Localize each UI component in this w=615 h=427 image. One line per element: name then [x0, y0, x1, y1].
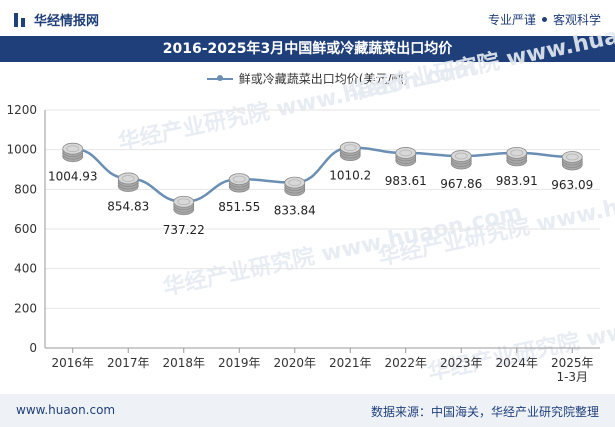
y-tick-label: 1200: [6, 103, 37, 117]
coin-rim: [343, 144, 357, 152]
brand-name: 华经情报网: [34, 14, 100, 29]
coin-layer: [284, 176, 306, 189]
coin-layer: [62, 142, 84, 155]
coin-layer: [173, 195, 195, 208]
coin-rim: [121, 175, 135, 182]
x-tick-label: 1-3月: [556, 370, 588, 384]
data-label: 983.61: [385, 174, 427, 188]
y-tick-label: 400: [14, 262, 37, 276]
coin-layer: [395, 147, 417, 159]
data-label: 851.55: [218, 200, 260, 214]
chart-legend: 鲜或冷藏蔬菜出口均价(美元/吨): [0, 70, 615, 87]
coin-rim: [454, 152, 468, 160]
data-label: 967.86: [440, 177, 482, 191]
y-tick-label: 1000: [6, 143, 37, 157]
bullet-icon: [541, 17, 547, 22]
y-tick-label: 800: [14, 182, 37, 196]
legend-line-icon: [206, 74, 233, 81]
tagline-objective: 客观科学: [552, 13, 601, 27]
coin-rim: [510, 149, 524, 157]
data-label: 1010.2: [329, 169, 371, 183]
data-point: [395, 147, 417, 167]
y-tick-label: 200: [14, 301, 37, 315]
tagline-professional: 专业严谨: [487, 13, 536, 27]
data-point: [561, 151, 583, 171]
logo[interactable]: 华经情报网: [14, 10, 99, 29]
data-label: 737.22: [163, 223, 205, 237]
coin-layer: [339, 141, 361, 154]
data-point: [506, 146, 528, 167]
coin-layer: [506, 146, 528, 159]
coin-rim: [565, 153, 579, 161]
series-line: [72, 146, 573, 204]
x-tick-label: 2024年: [495, 356, 538, 370]
coin-rim: [288, 179, 302, 187]
data-point: [173, 195, 195, 216]
data-label: 963.09: [551, 178, 593, 192]
data-point: [339, 141, 361, 162]
y-tick-label: 0: [29, 341, 37, 355]
tagline: 专业严谨 客观科学: [488, 11, 601, 28]
coin-rim: [399, 149, 413, 157]
coin-rim: [177, 198, 191, 206]
chart-title: 2016-2025年3月中国鲜或冷藏蔬菜出口均价: [0, 36, 615, 62]
coin-layer: [228, 173, 250, 186]
data-label: 854.83: [107, 199, 149, 213]
x-tick-label: 2018年: [162, 356, 205, 370]
data-label: 833.84: [274, 204, 316, 218]
watermark-text: 华经产业研究院 www.huaon.com: [346, 4, 615, 106]
data-point: [62, 142, 84, 163]
x-tick-label: 2021年: [329, 356, 372, 370]
footer-url[interactable]: www.huaon.com: [16, 403, 116, 417]
data-label: 983.91: [496, 174, 538, 188]
data-point: [117, 172, 139, 192]
data-label: 1004.93: [48, 170, 98, 184]
data-point: [228, 173, 250, 193]
data-point: [284, 176, 306, 197]
coin-rim: [66, 145, 80, 153]
coin-rim: [232, 175, 246, 183]
legend-label: 鲜或冷藏蔬菜出口均价(美元/吨): [238, 72, 409, 86]
data-source: 数据来源：中国海关，华经产业研究院整理: [370, 405, 599, 419]
x-tick-label: 2022年: [384, 356, 427, 370]
x-tick-label: 2025年: [551, 356, 594, 370]
data-point: [450, 150, 472, 170]
coin-layer: [117, 172, 139, 185]
coin-layer: [450, 150, 472, 162]
x-tick-label: 2019年: [218, 356, 261, 370]
coin-layer: [561, 151, 583, 163]
x-tick-label: 2020年: [273, 356, 316, 370]
x-tick-label: 2023年: [440, 356, 483, 370]
y-tick-label: 600: [14, 222, 37, 236]
logo-icon: [14, 12, 28, 27]
x-tick-label: 2017年: [107, 356, 150, 370]
footer: www.huaon.com 数据来源：中国海关，华经产业研究院整理: [0, 394, 615, 427]
x-tick-label: 2016年: [51, 356, 94, 370]
top-bar: 华经情报网 专业严谨 客观科学: [0, 0, 615, 36]
